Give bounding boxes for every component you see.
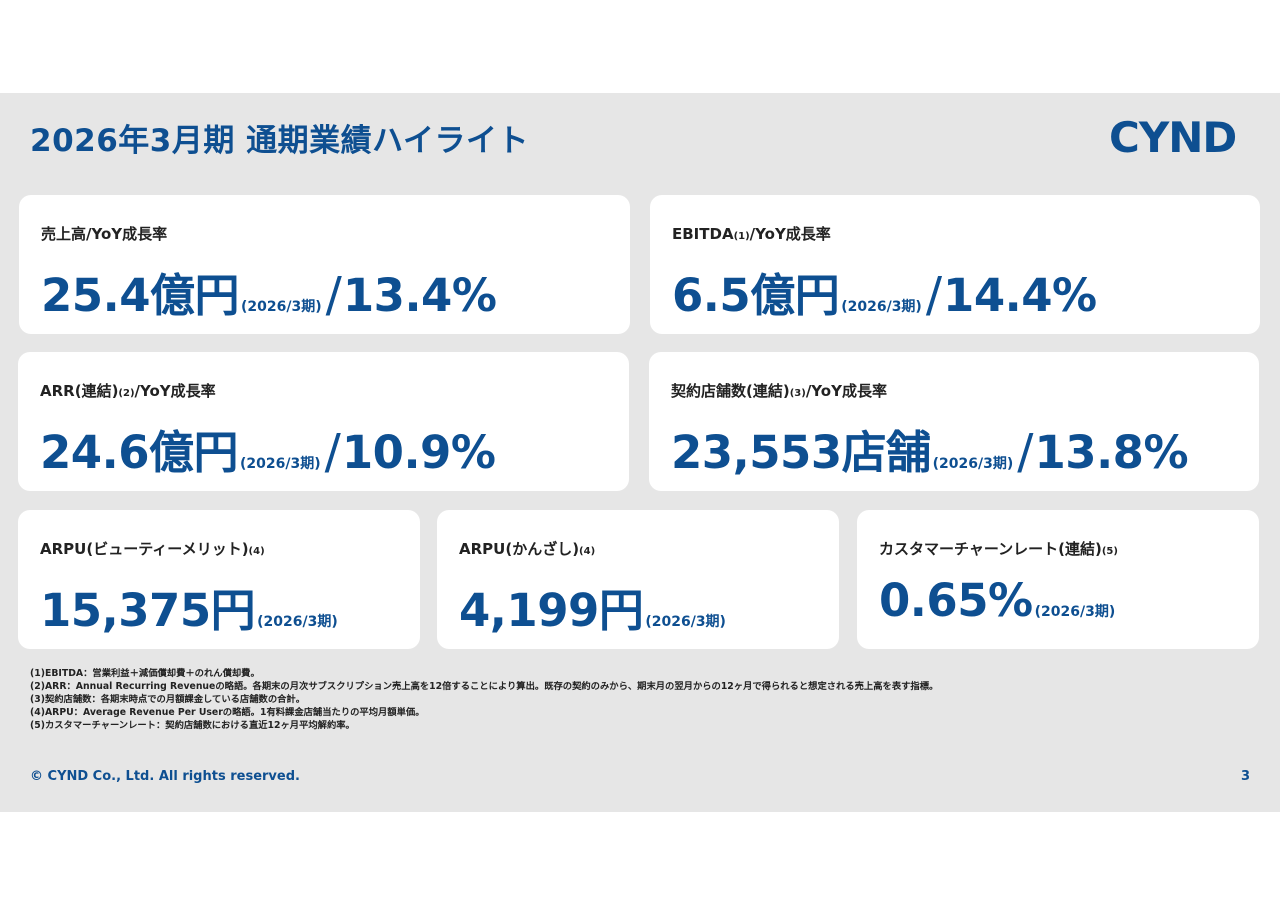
kpi-label: ARPU(ビューティーメリット)(4) [40, 538, 265, 559]
page-number: 3 [1240, 769, 1250, 784]
kpi-value-line: 25.4億円 (2026/3期) / 13.4% [41, 259, 497, 324]
kpi-growth: 13.8% [1034, 426, 1189, 479]
kpi-label-note: (4) [248, 546, 265, 557]
kpi-value: 6.5億円 [672, 269, 840, 322]
kpi-label-suffix: /YoY成長率 [749, 225, 831, 243]
kpi-value-line: 4,199円 (2026/3期) [459, 574, 726, 639]
kpi-label-text: ARPU(かんざし) [459, 540, 580, 558]
kpi-label-note: (3) [789, 388, 806, 399]
kpi-value-line: 0.65% (2026/3期) [879, 574, 1115, 627]
footnotes: (1)EBITDA：営業利益＋減価償却費＋のれん償却費。 (2)ARR：Annu… [30, 667, 938, 732]
kpi-period: (2026/3期) [257, 614, 338, 630]
kpi-label-note: (2) [118, 388, 135, 399]
kpi-label-suffix: /YoY成長率 [805, 382, 887, 400]
slide-title: 2026年3月期 通期業績ハイライト [30, 123, 530, 159]
kpi-slash: / [925, 267, 943, 323]
kpi-label: 売上高/YoY成長率 [41, 223, 167, 244]
kpi-period: (2026/3期) [240, 456, 321, 472]
kpi-period: (2026/3期) [645, 614, 726, 630]
footnote: (1)EBITDA：営業利益＋減価償却費＋のれん償却費。 [30, 668, 260, 679]
kpi-value: 23,553店舗 [671, 426, 931, 479]
kpi-label: ARR(連結)(2)/YoY成長率 [40, 380, 216, 401]
kpi-value: 24.6億円 [40, 426, 239, 479]
kpi-card-arpu-kanzashi: ARPU(かんざし)(4) 4,199円 (2026/3期) [437, 510, 839, 649]
kpi-value: 15,375円 [40, 584, 256, 637]
kpi-value: 4,199円 [459, 584, 644, 637]
kpi-label-text: ARPU(ビューティーメリット) [40, 540, 249, 558]
kpi-value: 25.4億円 [41, 269, 240, 322]
kpi-label: 契約店舗数(連結)(3)/YoY成長率 [671, 380, 887, 401]
kpi-growth: 14.4% [943, 269, 1097, 322]
kpi-period: (2026/3期) [241, 299, 322, 315]
kpi-label: EBITDA(1)/YoY成長率 [672, 223, 831, 244]
kpi-slash: / [325, 267, 342, 323]
kpi-value-line: 15,375円 (2026/3期) [40, 574, 338, 639]
footnote: (3)契約店舗数：各期末時点での月額課金している店舗数の合計。 [30, 694, 306, 705]
kpi-label-note: (1) [733, 231, 750, 242]
kpi-growth: 13.4% [342, 269, 497, 322]
slide: 2026年3月期 通期業績ハイライト CYND 売上高/YoY成長率 25.4億… [0, 93, 1280, 812]
kpi-label-text: 売上高/YoY成長率 [41, 225, 168, 243]
kpi-card-churn-rate: カスタマーチャーンレート(連結)(5) 0.65% (2026/3期) [857, 510, 1259, 649]
kpi-card-stores: 契約店舗数(連結)(3)/YoY成長率 23,553店舗 (2026/3期) /… [649, 352, 1259, 491]
kpi-period: (2026/3期) [1034, 604, 1116, 620]
kpi-label-note: (4) [579, 546, 596, 557]
kpi-growth: 10.9% [341, 426, 496, 479]
kpi-card-arpu-beauty-merit: ARPU(ビューティーメリット)(4) 15,375円 (2026/3期) [18, 510, 420, 649]
copyright: © CYND Co., Ltd. All rights reserved. [30, 769, 300, 784]
kpi-label-text: カスタマーチャーンレート(連結) [879, 540, 1102, 558]
kpi-card-ebitda: EBITDA(1)/YoY成長率 6.5億円 (2026/3期) / 14.4% [650, 195, 1260, 334]
kpi-value-line: 24.6億円 (2026/3期) / 10.9% [40, 416, 496, 481]
kpi-period: (2026/3期) [841, 299, 922, 315]
kpi-label-suffix: /YoY成長率 [134, 382, 216, 400]
kpi-label: ARPU(かんざし)(4) [459, 538, 595, 559]
footnote: (2)ARR：Annual Recurring Revenueの略語。各期末の月… [30, 681, 939, 692]
footnote: (5)カスタマーチャーンレート：契約店舗数における直近12ヶ月平均解約率。 [30, 720, 355, 731]
kpi-slash: / [1017, 424, 1034, 480]
kpi-value-line: 6.5億円 (2026/3期) / 14.4% [672, 259, 1097, 324]
kpi-card-arr: ARR(連結)(2)/YoY成長率 24.6億円 (2026/3期) / 10.… [18, 352, 629, 491]
kpi-label: カスタマーチャーンレート(連結)(5) [879, 538, 1118, 559]
kpi-label-text: ARR(連結) [40, 382, 119, 400]
kpi-label-text: 契約店舗数(連結) [671, 382, 790, 400]
cynd-logo: CYND [1109, 113, 1237, 162]
kpi-label-note: (5) [1101, 546, 1118, 557]
footnote: (4)ARPU：Average Revenue Per Userの略語。1有料課… [30, 707, 425, 718]
kpi-label-text: EBITDA [672, 225, 734, 243]
kpi-slash: / [324, 424, 341, 480]
kpi-period: (2026/3期) [932, 456, 1014, 472]
kpi-value: 0.65% [879, 574, 1033, 627]
kpi-value-line: 23,553店舗 (2026/3期) / 13.8% [671, 416, 1189, 481]
kpi-card-revenue: 売上高/YoY成長率 25.4億円 (2026/3期) / 13.4% [19, 195, 630, 334]
